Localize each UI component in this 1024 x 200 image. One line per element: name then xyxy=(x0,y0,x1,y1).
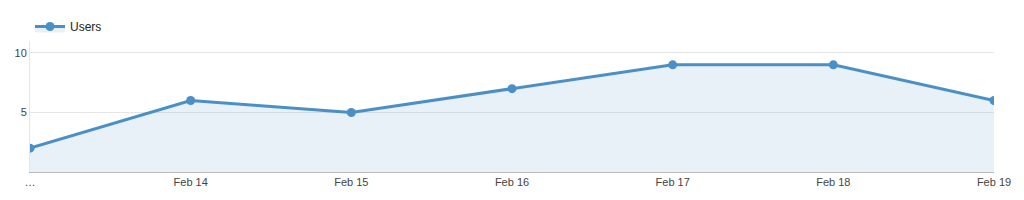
svg-text:Feb 18: Feb 18 xyxy=(816,176,850,188)
svg-text:10: 10 xyxy=(15,47,27,59)
svg-text:Feb 17: Feb 17 xyxy=(656,176,690,188)
svg-text:5: 5 xyxy=(21,106,27,118)
svg-text:…: … xyxy=(25,176,36,188)
svg-text:Feb 19: Feb 19 xyxy=(977,176,1011,188)
svg-text:Feb 14: Feb 14 xyxy=(174,176,208,188)
svg-text:Feb 16: Feb 16 xyxy=(495,176,529,188)
svg-text:Users: Users xyxy=(70,20,101,34)
svg-text:Feb 15: Feb 15 xyxy=(334,176,368,188)
